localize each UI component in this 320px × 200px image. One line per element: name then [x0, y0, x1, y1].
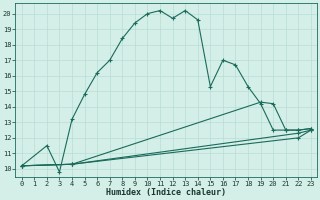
X-axis label: Humidex (Indice chaleur): Humidex (Indice chaleur)	[106, 188, 226, 197]
